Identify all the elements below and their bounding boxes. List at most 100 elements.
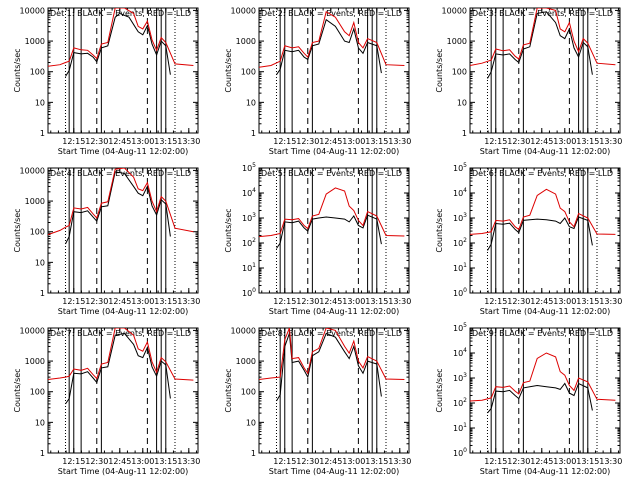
series-line: [259, 11, 405, 68]
y-tick-label: 1000: [447, 37, 467, 46]
plot-frame: [469, 327, 621, 454]
y-tick-label: 100: [241, 68, 256, 77]
chart-panel-3: Det 3: BLACK = Events, RED = LLD 1 10 100 10…: [435, 6, 622, 156]
series-events-black: [65, 171, 171, 245]
y-tick-label: 104: [242, 187, 256, 198]
x-tick-label: 12:45: [530, 457, 553, 466]
x-tick-label: 12:45: [108, 297, 131, 306]
x-tick-label: 12:15: [273, 457, 296, 466]
series-line: [487, 11, 593, 79]
chart-title: Det 7: BLACK = Events, RED = LLD: [50, 329, 191, 338]
y-axis-label: Counts/sec: [13, 368, 22, 412]
y-tick-label: 102: [242, 237, 256, 248]
series-events-black: [487, 11, 593, 79]
series-lld-red: [470, 188, 616, 235]
x-tick-label: 12:15: [484, 457, 507, 466]
series-line: [470, 188, 616, 235]
x-tick-label: 12:45: [530, 297, 553, 306]
y-tick-label: 10000: [20, 326, 45, 335]
series-line: [470, 8, 616, 66]
x-tick-label: 13:00: [553, 297, 576, 306]
y-tick-label: 105: [453, 322, 467, 333]
chart-title: Det 3: BLACK = Events, RED = LLD: [472, 9, 613, 18]
y-tick-label: 10000: [231, 6, 256, 15]
x-tick-label: 13:00: [553, 137, 576, 146]
series-lld-red: [470, 8, 616, 66]
series-lld-red: [470, 352, 616, 402]
y-tick-label: 100: [241, 388, 256, 397]
x-tick-label: 13:30: [599, 297, 622, 306]
y-tick-label: 10: [35, 98, 45, 107]
chart-panel-1: Det 1: BLACK = Events, RED = LLD11010010…: [13, 6, 200, 156]
series-lld-red: [259, 187, 405, 238]
x-axis-label: Start Time (04-Aug-11 12:02:00): [480, 467, 611, 476]
y-tick-label: 1: [462, 129, 467, 138]
y-tick-label: 1000: [25, 197, 45, 206]
chart-title: Det 5: BLACK = Events, RED = LLD: [261, 169, 402, 178]
series-events-black: [276, 18, 382, 75]
y-tick-label: 1: [251, 449, 256, 458]
x-tick-label: 12:15: [273, 137, 296, 146]
y-tick-label: 1: [40, 129, 45, 138]
y-tick-label: 1000: [236, 37, 256, 46]
series-line: [259, 328, 405, 380]
y-tick-label: 10: [457, 98, 467, 107]
x-tick-label: 13:15: [576, 137, 599, 146]
x-axis-label: Start Time (04-Aug-11 12:02:00): [480, 147, 611, 156]
x-tick-label: 13:30: [599, 137, 622, 146]
plot-frame: [258, 167, 410, 294]
x-tick-label: 12:30: [85, 457, 108, 466]
y-tick-label: 103: [453, 372, 467, 383]
series-line: [65, 12, 171, 77]
x-tick-label: 13:15: [365, 137, 388, 146]
x-tick-label: 13:00: [131, 457, 154, 466]
chart-title: Det 9: BLACK = Events, RED = LLD: [472, 329, 613, 338]
y-axis-label: Counts/sec: [435, 208, 444, 252]
plot-frame: [258, 7, 410, 134]
chart-panel-5: Det 5: BLACK = Events, RED = LLD 100 101 10…: [224, 162, 411, 316]
series-line: [470, 352, 616, 402]
series-line: [48, 168, 194, 236]
chart-panel-7: Det 7: BLACK = Events, RED = LLD 1 10 100 10…: [13, 326, 200, 476]
y-tick-label: 103: [242, 212, 256, 223]
x-axis-label: Start Time (04-Aug-11 12:02:00): [269, 147, 400, 156]
x-tick-label: 12:45: [319, 457, 342, 466]
y-tick-label: 10000: [442, 6, 467, 15]
x-tick-label: 13:00: [342, 297, 365, 306]
x-axis-label: Start Time (04-Aug-11 12:02:00): [58, 147, 189, 156]
x-tick-label: 13:00: [131, 137, 154, 146]
y-tick-label: 10: [35, 418, 45, 427]
x-tick-label: 12:30: [507, 457, 530, 466]
x-tick-label: 13:15: [154, 297, 177, 306]
y-tick-label: 104: [453, 347, 467, 358]
x-tick-label: 12:45: [530, 137, 553, 146]
x-tick-label: 13:00: [553, 457, 576, 466]
y-tick-label: 101: [242, 262, 256, 273]
series-line: [65, 332, 171, 405]
y-axis-label: Counts/sec: [224, 48, 233, 92]
y-tick-label: 10: [35, 258, 45, 267]
x-tick-label: 12:15: [62, 297, 85, 306]
x-tick-label: 12:30: [85, 137, 108, 146]
series-events-black: [276, 214, 382, 249]
x-tick-label: 13:30: [388, 297, 411, 306]
series-line: [48, 8, 194, 67]
y-tick-label: 100: [30, 68, 45, 77]
y-tick-label: 10: [246, 418, 256, 427]
chart-title: Det 2: BLACK = Events, RED = LLD: [261, 9, 402, 18]
y-tick-label: 10000: [231, 326, 256, 335]
series-line: [48, 328, 194, 381]
x-tick-label: 13:30: [388, 137, 411, 146]
x-tick-label: 13:00: [342, 137, 365, 146]
series-events-black: [65, 332, 171, 405]
x-tick-label: 13:15: [365, 297, 388, 306]
chart-panel-6: Det 6: BLACK = Events, RED = LLD 100 101 10…: [435, 162, 622, 316]
y-tick-label: 100: [30, 388, 45, 397]
y-tick-label: 1: [40, 449, 45, 458]
chart-title: Det 4: BLACK = Events, RED = LLD: [50, 169, 191, 178]
y-tick-label: 102: [453, 237, 467, 248]
x-tick-label: 13:15: [576, 457, 599, 466]
y-tick-label: 103: [453, 212, 467, 223]
x-tick-label: 12:30: [85, 297, 108, 306]
x-tick-label: 12:30: [296, 457, 319, 466]
